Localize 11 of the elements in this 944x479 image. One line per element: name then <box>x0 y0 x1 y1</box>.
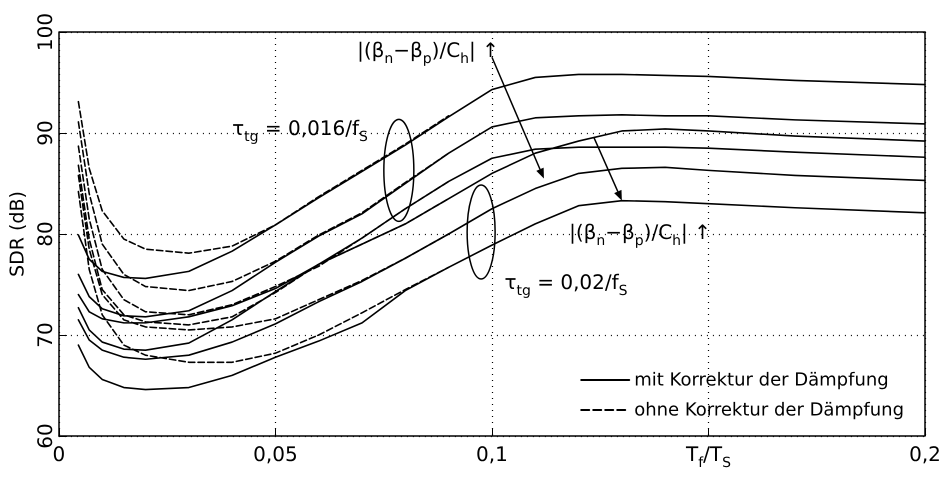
legend-label: mit Korrektur der Dämpfung <box>634 370 889 390</box>
legend-label: ohne Korrektur der Dämpfung <box>634 400 904 420</box>
y-tick-label: 90 <box>32 120 57 146</box>
y-axis-title: SDR (dB) <box>6 191 28 277</box>
x-tick-label: 0 <box>52 442 66 466</box>
x-tick-label: 0,1 <box>476 442 508 466</box>
x-tick-label: 0,2 <box>909 442 941 466</box>
y-tick-label: 70 <box>32 322 57 348</box>
x-tick-label: 0,05 <box>253 442 298 466</box>
y-tick-label: 100 <box>32 12 57 52</box>
y-tick-label: 80 <box>32 221 57 247</box>
